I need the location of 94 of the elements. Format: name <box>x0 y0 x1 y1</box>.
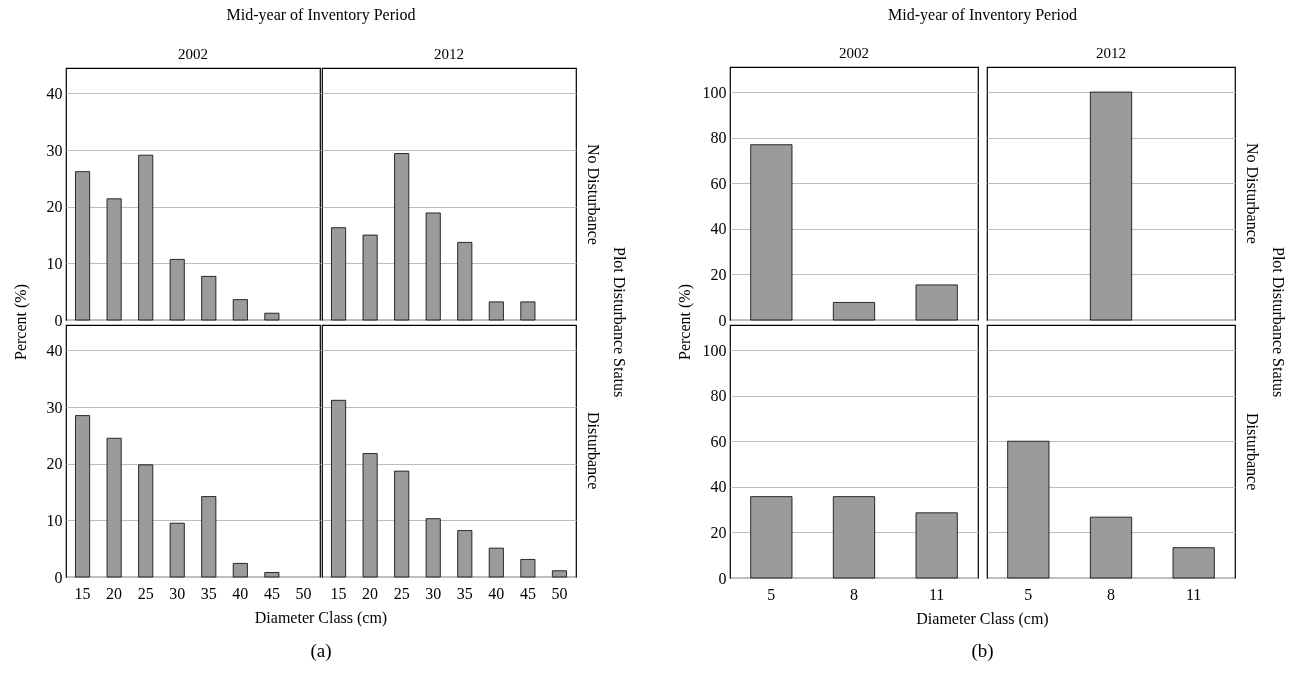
bar <box>264 572 280 578</box>
y-tick-label: 30 <box>46 141 63 159</box>
x-tick-label: 35 <box>200 584 217 602</box>
x-tick-label: 30 <box>425 584 442 602</box>
x-axis-title: Diameter Class (cm) <box>915 610 1050 628</box>
bar <box>232 563 248 578</box>
bar <box>488 301 504 321</box>
y-tick-label: 20 <box>46 455 63 473</box>
x-tick-label: 45 <box>263 584 280 602</box>
chart-title: 2002 <box>839 45 869 61</box>
bar <box>520 301 536 321</box>
x-tick-label: 30 <box>169 584 186 602</box>
bar <box>488 547 504 578</box>
x-tick-label: 8 <box>850 585 858 603</box>
bar <box>750 144 793 321</box>
y-tick-label: 40 <box>710 220 727 238</box>
text: Plot Disturbance Status <box>610 246 629 400</box>
x-tick-label: 50 <box>295 584 312 602</box>
y-tick-label: 40 <box>46 84 63 102</box>
bar <box>138 154 154 321</box>
x-tick-label: 8 <box>1107 585 1115 603</box>
bar <box>331 399 347 578</box>
x-tick-label: 45 <box>519 584 536 602</box>
bar <box>169 259 185 321</box>
bar <box>138 464 154 578</box>
bar <box>425 518 441 578</box>
x-tick-label: 15 <box>330 584 347 602</box>
bar <box>106 198 122 321</box>
bar <box>362 234 378 321</box>
x-tick-label: 25 <box>393 584 410 602</box>
bar <box>915 284 958 321</box>
bar <box>106 437 122 578</box>
y-tick-label: 30 <box>46 398 63 416</box>
bar <box>169 522 185 578</box>
bar <box>425 212 441 321</box>
x-tick-label: 35 <box>456 584 473 602</box>
x-tick-label: 25 <box>137 584 154 602</box>
y-tick-label: 80 <box>710 129 727 147</box>
y2-axis-title: No Disturbance <box>1243 142 1262 246</box>
bar <box>75 415 91 578</box>
y-tick-label: 100 <box>702 83 727 101</box>
bar <box>394 153 410 321</box>
bar <box>201 276 217 321</box>
bar <box>394 470 410 578</box>
x-tick-label: 40 <box>232 584 249 602</box>
bar <box>457 242 473 321</box>
bar <box>520 559 536 578</box>
y-tick-label: 0 <box>718 311 727 329</box>
y-tick-label: 20 <box>46 198 63 216</box>
text: Mid-year of Inventory Period <box>225 6 417 24</box>
text: (a) <box>309 640 333 662</box>
x-axis-title: Diameter Class (cm) <box>253 609 389 627</box>
y-tick-label: 100 <box>702 341 727 359</box>
x-tick-label: 40 <box>488 584 505 602</box>
y-axis-title: Percent (%) <box>675 283 695 363</box>
y-tick-label: 20 <box>710 265 727 283</box>
bar <box>362 453 378 578</box>
bar <box>331 227 347 321</box>
y-tick-label: 40 <box>46 341 63 359</box>
y-tick-label: 20 <box>710 523 727 541</box>
text: Mid-year of Inventory Period <box>887 6 1078 24</box>
x-tick-label: 20 <box>106 584 123 602</box>
y2-axis-title: Disturbance <box>1243 411 1262 493</box>
bar <box>832 302 876 321</box>
chart-title: 2012 <box>434 46 464 62</box>
y2-axis-title: Disturbance <box>584 411 603 492</box>
y-tick-label: 60 <box>710 432 727 450</box>
x-tick-label: 5 <box>1024 585 1033 603</box>
y-tick-label: 60 <box>710 174 727 192</box>
bar <box>551 570 567 578</box>
y-tick-label: 0 <box>718 569 727 587</box>
bar <box>201 496 217 578</box>
bar <box>264 312 280 321</box>
y2-axis-title: No Disturbance <box>584 142 603 247</box>
x-tick-label: 50 <box>551 584 568 602</box>
text: Plot Disturbance Status <box>1269 246 1288 400</box>
y-tick-label: 10 <box>46 254 63 272</box>
x-tick-label: 5 <box>767 585 776 603</box>
x-tick-label: 15 <box>74 584 91 602</box>
y-tick-label: 0 <box>54 311 63 329</box>
bar <box>75 171 91 321</box>
y-tick-label: 0 <box>54 568 63 586</box>
bar <box>457 530 473 578</box>
text: (b) <box>970 640 995 662</box>
y-tick-label: 40 <box>710 478 727 496</box>
bar <box>232 299 248 321</box>
y-tick-label: 10 <box>46 511 63 529</box>
y-tick-label: 80 <box>710 387 727 405</box>
x-tick-label: 11 <box>928 585 945 603</box>
x-tick-label: 20 <box>362 584 379 602</box>
chart-title: 2012 <box>1096 45 1126 61</box>
y-axis-title: Percent (%) <box>11 283 31 363</box>
chart-title: 2002 <box>178 46 208 62</box>
x-tick-label: 11 <box>1185 585 1202 603</box>
